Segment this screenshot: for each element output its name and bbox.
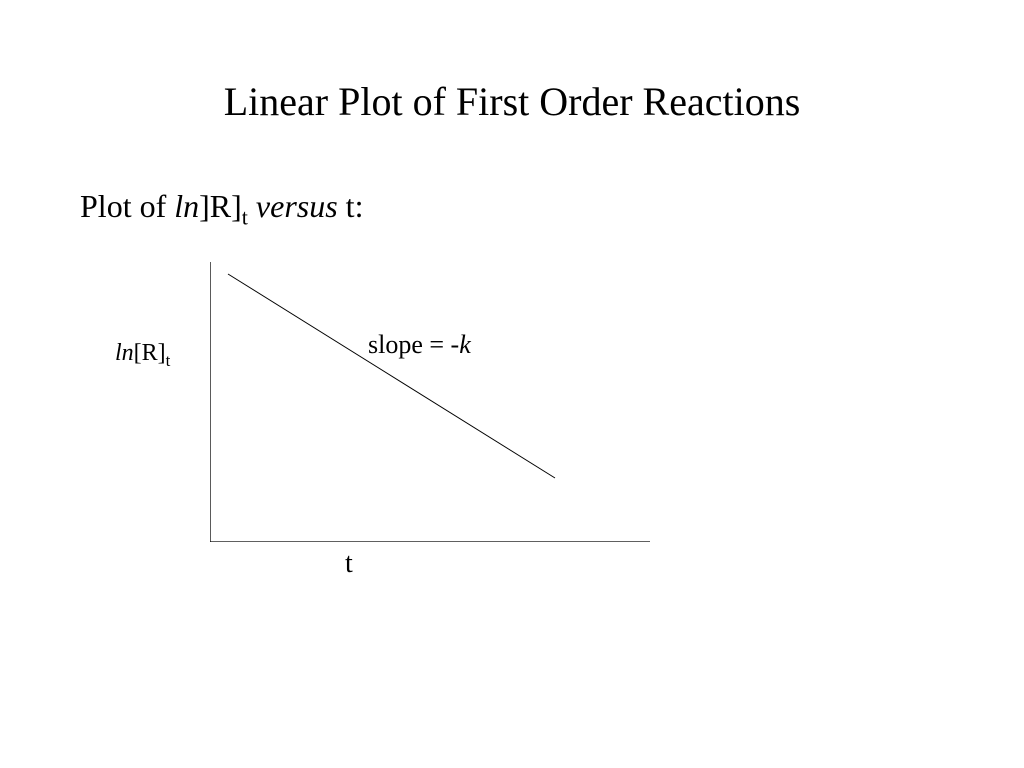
chart-container bbox=[210, 262, 650, 542]
ylabel-sub: t bbox=[166, 351, 171, 370]
subtitle: Plot of ln]R]t versus t: bbox=[80, 188, 363, 230]
data-line bbox=[228, 274, 555, 478]
x-axis-label: t bbox=[345, 548, 353, 580]
subtitle-versus: versus bbox=[248, 188, 346, 224]
subtitle-bracket: ]R] bbox=[199, 188, 242, 224]
ylabel-bracket: [R] bbox=[134, 340, 166, 366]
slide-title: Linear Plot of First Order Reactions bbox=[0, 78, 1024, 125]
slope-prefix: slope = - bbox=[368, 330, 459, 359]
subtitle-prefix: Plot of bbox=[80, 188, 174, 224]
ylabel-ln: ln bbox=[115, 340, 134, 366]
subtitle-t: t: bbox=[346, 188, 364, 224]
chart-svg bbox=[210, 262, 650, 542]
slope-k: k bbox=[459, 330, 471, 359]
y-axis-label: ln[R]t bbox=[115, 340, 170, 371]
slope-annotation: slope = -k bbox=[368, 330, 471, 360]
subtitle-ln: ln bbox=[174, 188, 199, 224]
